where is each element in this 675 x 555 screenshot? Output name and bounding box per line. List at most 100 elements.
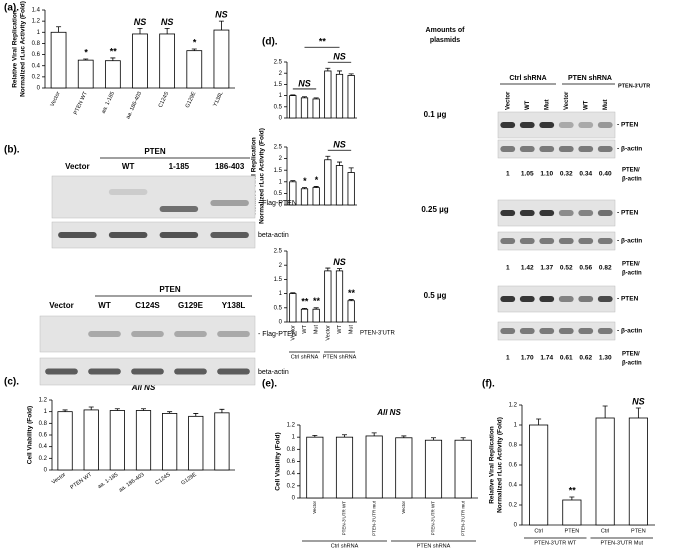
y-tick-label: 1.2 — [509, 403, 518, 409]
error-bar — [337, 70, 342, 75]
annotation: * — [314, 175, 318, 185]
y-tick-label: 0.4 — [39, 444, 48, 450]
band — [558, 210, 574, 216]
y-tick-label: 0.8 — [39, 421, 48, 427]
x-tick-label: C124S — [154, 472, 171, 487]
band — [500, 238, 516, 244]
x-tick-label: aa. 186-403 — [118, 472, 145, 494]
band-label: - β-actin — [617, 146, 642, 153]
ratio: 0.34 — [579, 171, 592, 178]
y-tick-label: 1 — [279, 291, 283, 297]
group-label: PTEN-3'UTR WT — [534, 540, 577, 546]
ratio-label: β-actin — [622, 177, 642, 183]
y-tick-label: 0.5 — [274, 104, 283, 110]
band-label: - PTEN — [617, 122, 639, 129]
bar — [529, 424, 549, 526]
amount: 0.1 µg — [424, 110, 447, 119]
band-label: beta-actin — [258, 369, 289, 376]
x-tick-label: WT — [337, 324, 343, 333]
x-tick-label: PTEN-3'UTR mut — [460, 500, 465, 536]
band — [500, 328, 516, 334]
lane-label: Mut — [603, 99, 609, 110]
x-tick-label: Vector — [401, 501, 406, 514]
bracket-label: NS — [333, 140, 346, 150]
chart-title: All NS — [131, 383, 156, 392]
band — [217, 331, 250, 337]
band — [88, 368, 121, 375]
bracket-label: NS — [298, 78, 311, 88]
ratio-label: PTEN/ — [622, 262, 640, 268]
group-header: PTEN shRNA — [568, 75, 612, 82]
group-label: Ctrl shRNA — [331, 543, 359, 549]
bracket-label: NS — [333, 52, 346, 62]
y-tick-label: 0.6 — [287, 459, 296, 465]
ratio: 0.61 — [560, 355, 573, 362]
band — [578, 296, 594, 302]
amounts-title: Amounts of — [426, 27, 466, 34]
band — [597, 238, 613, 244]
x-axis-label: PTEN-3'UTR — [360, 331, 395, 337]
band — [578, 210, 594, 216]
bar — [132, 33, 148, 89]
panel-label: (d). — [262, 37, 278, 48]
blot — [497, 231, 616, 251]
error-bar — [141, 408, 146, 411]
x-tick-label: PTEN — [631, 528, 646, 534]
x-tick-label: aa. 186-403 — [125, 91, 143, 120]
band — [539, 328, 555, 334]
group-label: PTEN-3'UTR Mut — [600, 540, 643, 546]
y-tick-label: 0 — [279, 320, 283, 326]
annotation: NS — [333, 257, 346, 267]
error-bar — [167, 411, 173, 414]
blot — [497, 285, 616, 313]
band-label: - PTEN — [617, 210, 639, 217]
y-tick-label: 0.2 — [287, 483, 296, 489]
bar — [135, 410, 152, 471]
x-tick-label: PTEN WT — [69, 472, 93, 491]
lane-label: Vector — [49, 301, 73, 310]
band — [597, 296, 613, 302]
ratio: 0.56 — [579, 265, 592, 272]
annotation: NS — [215, 10, 228, 20]
band — [500, 146, 516, 152]
panel-label: (e). — [262, 379, 277, 390]
band — [519, 296, 535, 302]
band — [597, 210, 613, 216]
ratio: 1.70 — [521, 355, 534, 362]
annotation: ** — [313, 296, 321, 306]
error-bar — [325, 267, 331, 271]
band — [519, 122, 535, 128]
band — [539, 210, 555, 216]
lane-label: WT — [525, 100, 531, 110]
error-bar — [325, 67, 331, 71]
x-tick-label: Mut — [314, 325, 320, 335]
x-tick-label: G129E — [185, 91, 198, 109]
x-tick-label: Y138L — [212, 91, 224, 108]
band — [45, 368, 78, 375]
y-tick-label: 0 — [44, 468, 48, 474]
error-bar — [348, 299, 354, 301]
band — [210, 232, 249, 238]
bar — [365, 435, 383, 499]
band — [539, 122, 555, 128]
ratio: 1.05 — [521, 171, 534, 178]
error-bar — [114, 408, 120, 411]
lane-label: Vector — [564, 91, 570, 110]
x-tick-label: PTEN-3'UTR WT — [431, 501, 436, 536]
band — [131, 368, 164, 375]
ratio: 0.32 — [560, 171, 573, 178]
y-tick-label: 1.2 — [32, 19, 41, 25]
bar — [300, 97, 309, 119]
band — [558, 296, 574, 302]
y-tick-label: 2 — [279, 71, 283, 77]
x-tick-label: Vector — [325, 325, 331, 341]
band — [58, 232, 97, 238]
annotation: NS — [161, 17, 174, 27]
axis — [286, 147, 357, 206]
annotation: ** — [348, 288, 356, 298]
error-bar — [431, 437, 436, 441]
group-label: Ctrl shRNA — [291, 354, 319, 360]
y-tick-label: 1.5 — [274, 168, 283, 174]
ratio: 0.40 — [599, 171, 612, 178]
bar — [347, 75, 355, 119]
